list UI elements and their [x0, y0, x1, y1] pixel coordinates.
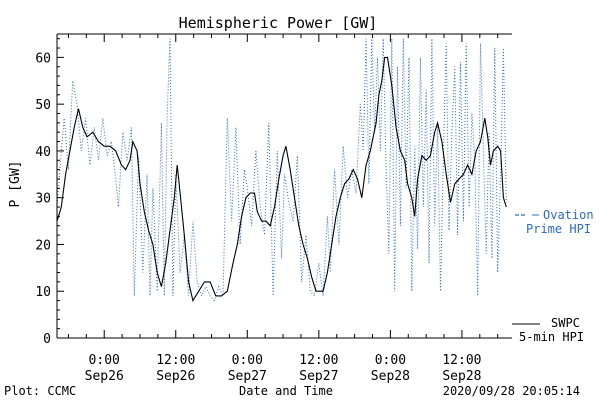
series-line-ovation — [56, 38, 507, 302]
x-tick-label-time: 12:00 — [299, 353, 338, 368]
x-tick-label-date: Sep28 — [442, 369, 481, 384]
y-tick-label: 30 — [35, 192, 51, 207]
y-tick-label: 40 — [35, 145, 51, 160]
series-line-swpc — [56, 56, 507, 303]
plot-credit: Plot: CCMC — [4, 384, 76, 398]
x-tick-label-date: Sep27 — [299, 369, 338, 384]
y-axis-label: P [GW] — [8, 161, 23, 208]
x-tick-label-time: 0:00 — [375, 353, 406, 368]
y-tick-label: 20 — [35, 238, 51, 253]
x-tick-label-time: 0:00 — [232, 353, 263, 368]
plot-timestamp: 2020/09/28 20:05:14 — [443, 384, 580, 398]
y-tick-label: 50 — [35, 98, 51, 113]
legend-ovation-label-1: Ovation — [543, 208, 594, 222]
chart-title: Hemispheric Power [GW] — [179, 14, 378, 32]
x-tick-label-date: Sep28 — [371, 369, 410, 384]
y-tick-label: 60 — [35, 51, 51, 66]
y-tick-label: 0 — [43, 332, 51, 347]
x-axis-label: Date and Time — [239, 384, 333, 398]
legend-ovation-label-2: Prime HPI — [526, 222, 591, 236]
legend-swpc: SWPC 5-min HPI — [512, 316, 584, 344]
plot-area: 01020304050600:00Sep2612:00Sep260:00Sep2… — [35, 33, 512, 384]
x-tick-label-date: Sep26 — [156, 369, 195, 384]
legend-ovation: Ovation Prime HPI — [515, 208, 594, 236]
x-tick-label-date: Sep27 — [228, 369, 267, 384]
x-tick-label-time: 0:00 — [89, 353, 120, 368]
y-tick-label: 10 — [35, 285, 51, 300]
legend-swpc-label-2: 5-min HPI — [519, 330, 584, 344]
x-tick-label-date: Sep26 — [85, 369, 124, 384]
x-tick-label-time: 12:00 — [156, 353, 195, 368]
x-tick-label-time: 12:00 — [442, 353, 481, 368]
legend-swpc-label-1: SWPC — [551, 316, 580, 330]
